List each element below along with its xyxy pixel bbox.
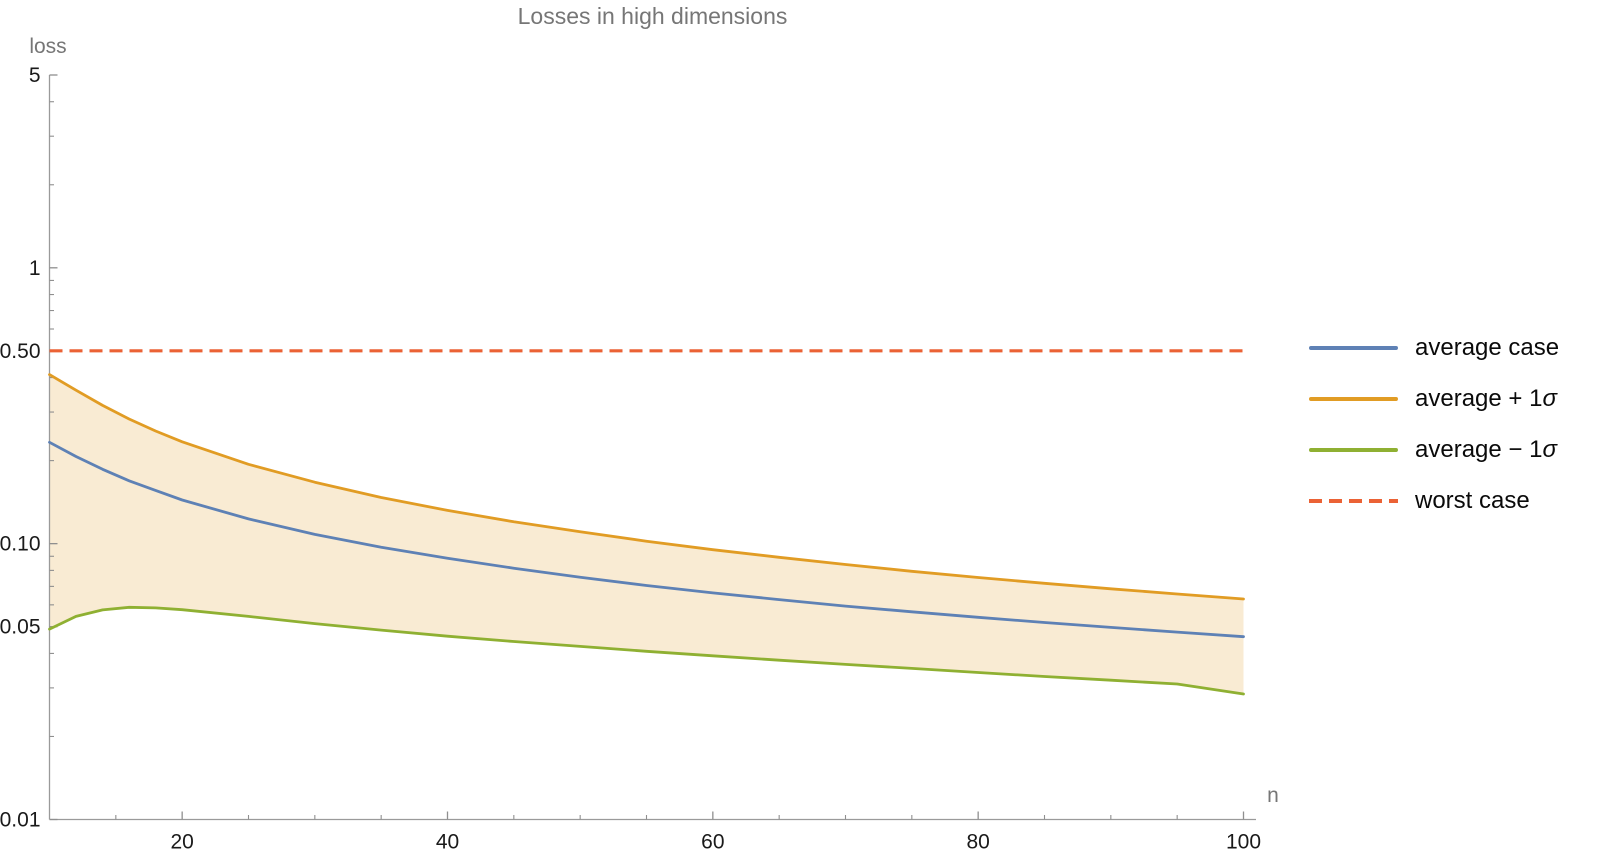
x-tick-label: 40 <box>436 831 459 854</box>
y-tick-label: 0.50 <box>0 340 41 363</box>
x-tick-label: 20 <box>170 831 193 854</box>
sigma-symbol: σ <box>1542 384 1557 412</box>
axes <box>48 75 1256 821</box>
legend-line-swatch <box>1309 447 1398 452</box>
series-average <box>48 605 1245 696</box>
sigma-band <box>49 374 1244 694</box>
legend: average case average + 1σ average − 1σ wors… <box>1309 322 1559 526</box>
y-tick-label: 5 <box>29 64 41 87</box>
legend-label: average + 1σ <box>1415 384 1557 412</box>
x-tick-label: 60 <box>701 831 724 854</box>
legend-label: worst case <box>1415 486 1530 514</box>
legend-line-swatch <box>1309 396 1398 401</box>
series-average-case <box>48 440 1245 639</box>
legend-item-worst-case: worst case <box>1309 475 1559 526</box>
y-axis-ticks: 5 1 0.50 0.10 0.05 0.01 <box>0 64 58 832</box>
legend-label: average case <box>1415 333 1560 361</box>
series-average <box>48 373 1245 601</box>
y-tick-label: 0.01 <box>0 809 41 832</box>
legend-item-average-minus: average − 1σ <box>1309 424 1559 475</box>
y-tick-label: 0.10 <box>0 533 41 556</box>
chart-title: Losses in high dimensions <box>517 3 788 29</box>
legend-item-average-plus: average + 1σ <box>1309 373 1559 424</box>
y-axis-title: loss <box>29 35 67 58</box>
x-tick-label: 80 <box>966 831 989 854</box>
y-tick-label: 1 <box>29 257 41 280</box>
legend-dashed-line-swatch <box>1309 498 1398 503</box>
y-tick-label: 0.05 <box>0 616 41 639</box>
sigma-symbol: σ <box>1542 435 1557 463</box>
x-axis-ticks: 20 40 60 80 100 <box>115 811 1261 854</box>
legend-item-average-case: average case <box>1309 322 1559 373</box>
legend-label: average − 1σ <box>1415 435 1557 463</box>
x-axis-title: n <box>1267 784 1279 807</box>
x-tick-label: 100 <box>1226 831 1261 854</box>
legend-line-swatch <box>1309 345 1398 350</box>
